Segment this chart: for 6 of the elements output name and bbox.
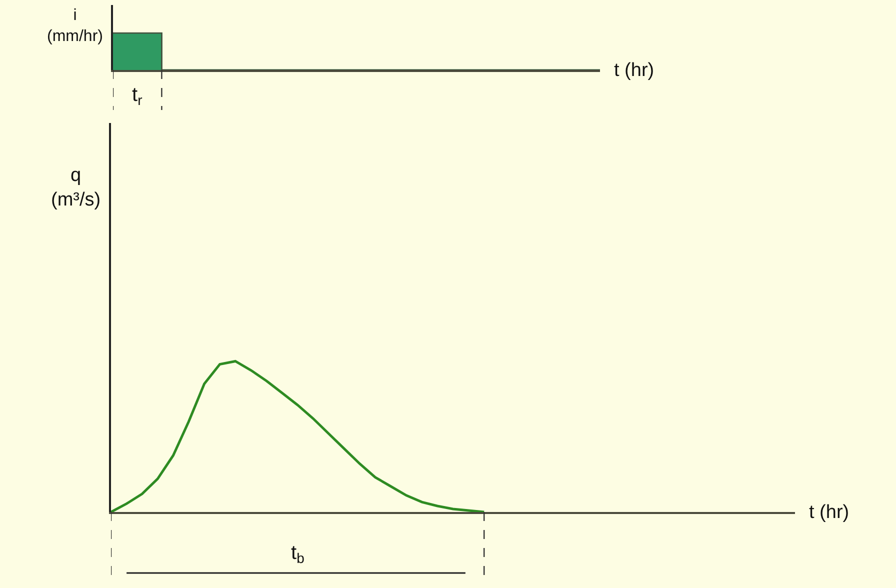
x-axis-title: t (hr): [614, 60, 654, 81]
text: t$_{r}$: [132, 84, 143, 108]
y-axis-title: q (m³/s): [51, 165, 101, 211]
text: t$_{b}$: [291, 542, 305, 566]
y-axis-title: i (mm/hr): [47, 7, 103, 45]
x-axis-title: t (hr): [809, 502, 850, 523]
